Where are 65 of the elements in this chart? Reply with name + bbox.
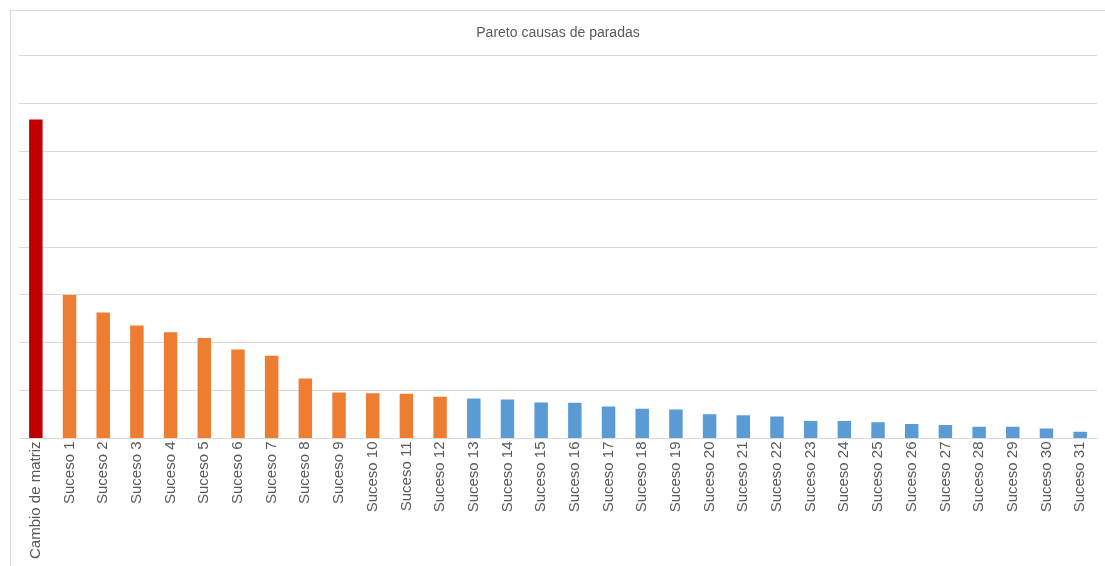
x-tick-label: Suceso 26 (901, 441, 919, 513)
bar (669, 409, 683, 438)
x-tick-label: Suceso 1 (59, 441, 77, 505)
bar (163, 332, 178, 438)
bar (332, 392, 346, 438)
x-tick-label: Suceso 19 (666, 441, 684, 513)
x-tick-label: Suceso 18 (632, 441, 650, 513)
x-tick-label: Suceso 9 (329, 441, 347, 505)
bar (467, 398, 481, 438)
x-tick-label: Suceso 13 (463, 441, 481, 513)
bar (770, 416, 784, 438)
bar (29, 119, 43, 438)
bar (96, 312, 110, 438)
x-tick-label: Suceso 8 (295, 441, 313, 505)
bar (938, 425, 953, 438)
x-tick-label: Suceso 29 (1002, 441, 1020, 513)
bar (601, 406, 616, 438)
x-tick-label: Suceso 3 (127, 441, 145, 505)
chart-title: Pareto causas de paradas (476, 24, 640, 41)
x-tick-label: Suceso 14 (497, 441, 515, 513)
x-tick-label: Suceso 25 (868, 441, 886, 513)
bar (635, 408, 649, 438)
bar (264, 355, 279, 438)
bar (972, 426, 986, 438)
bar (837, 420, 852, 438)
bar (500, 399, 515, 438)
x-tick-label: Suceso 15 (531, 441, 549, 513)
bar (231, 349, 245, 438)
bar (399, 393, 414, 438)
bar (1073, 431, 1087, 438)
x-tick-label: Suceso 30 (1036, 441, 1054, 513)
x-tick-label: Suceso 2 (93, 441, 111, 505)
x-tick-label: Suceso 7 (261, 441, 279, 505)
x-tick-label: Suceso 28 (969, 441, 987, 513)
x-tick-label: Suceso 21 (733, 441, 751, 513)
x-tick-label: Suceso 23 (800, 441, 818, 513)
x-tick-label: Suceso 6 (228, 441, 246, 505)
x-tick-label: Suceso 10 (362, 441, 380, 513)
x-tick-label: Suceso 22 (767, 441, 785, 513)
bar (130, 325, 144, 438)
bar (871, 422, 885, 438)
x-tick-label: Suceso 31 (1070, 441, 1088, 513)
x-tick-label: Suceso 17 (598, 441, 616, 513)
bar (568, 402, 582, 438)
bar (1039, 428, 1054, 438)
x-tick-label: Suceso 5 (194, 441, 212, 505)
bar (365, 393, 380, 438)
bar (62, 294, 77, 438)
bar (534, 402, 548, 438)
x-tick-label: Suceso 12 (430, 441, 448, 513)
bar (433, 396, 447, 438)
bar (803, 420, 818, 438)
bar (702, 414, 717, 438)
bar (736, 415, 751, 438)
bar (1006, 426, 1020, 438)
x-tick-label: Suceso 16 (564, 441, 582, 513)
x-tick-label: Suceso 27 (935, 441, 953, 513)
x-tick-label: Cambio de matriz (25, 441, 43, 560)
bar (298, 378, 313, 438)
bar (197, 338, 212, 438)
x-tick-label: Suceso 24 (834, 441, 852, 513)
x-tick-label: Suceso 4 (160, 441, 178, 505)
bar (904, 424, 919, 438)
x-tick-label: Suceso 20 (699, 441, 717, 513)
x-tick-label: Suceso 11 (396, 441, 414, 512)
